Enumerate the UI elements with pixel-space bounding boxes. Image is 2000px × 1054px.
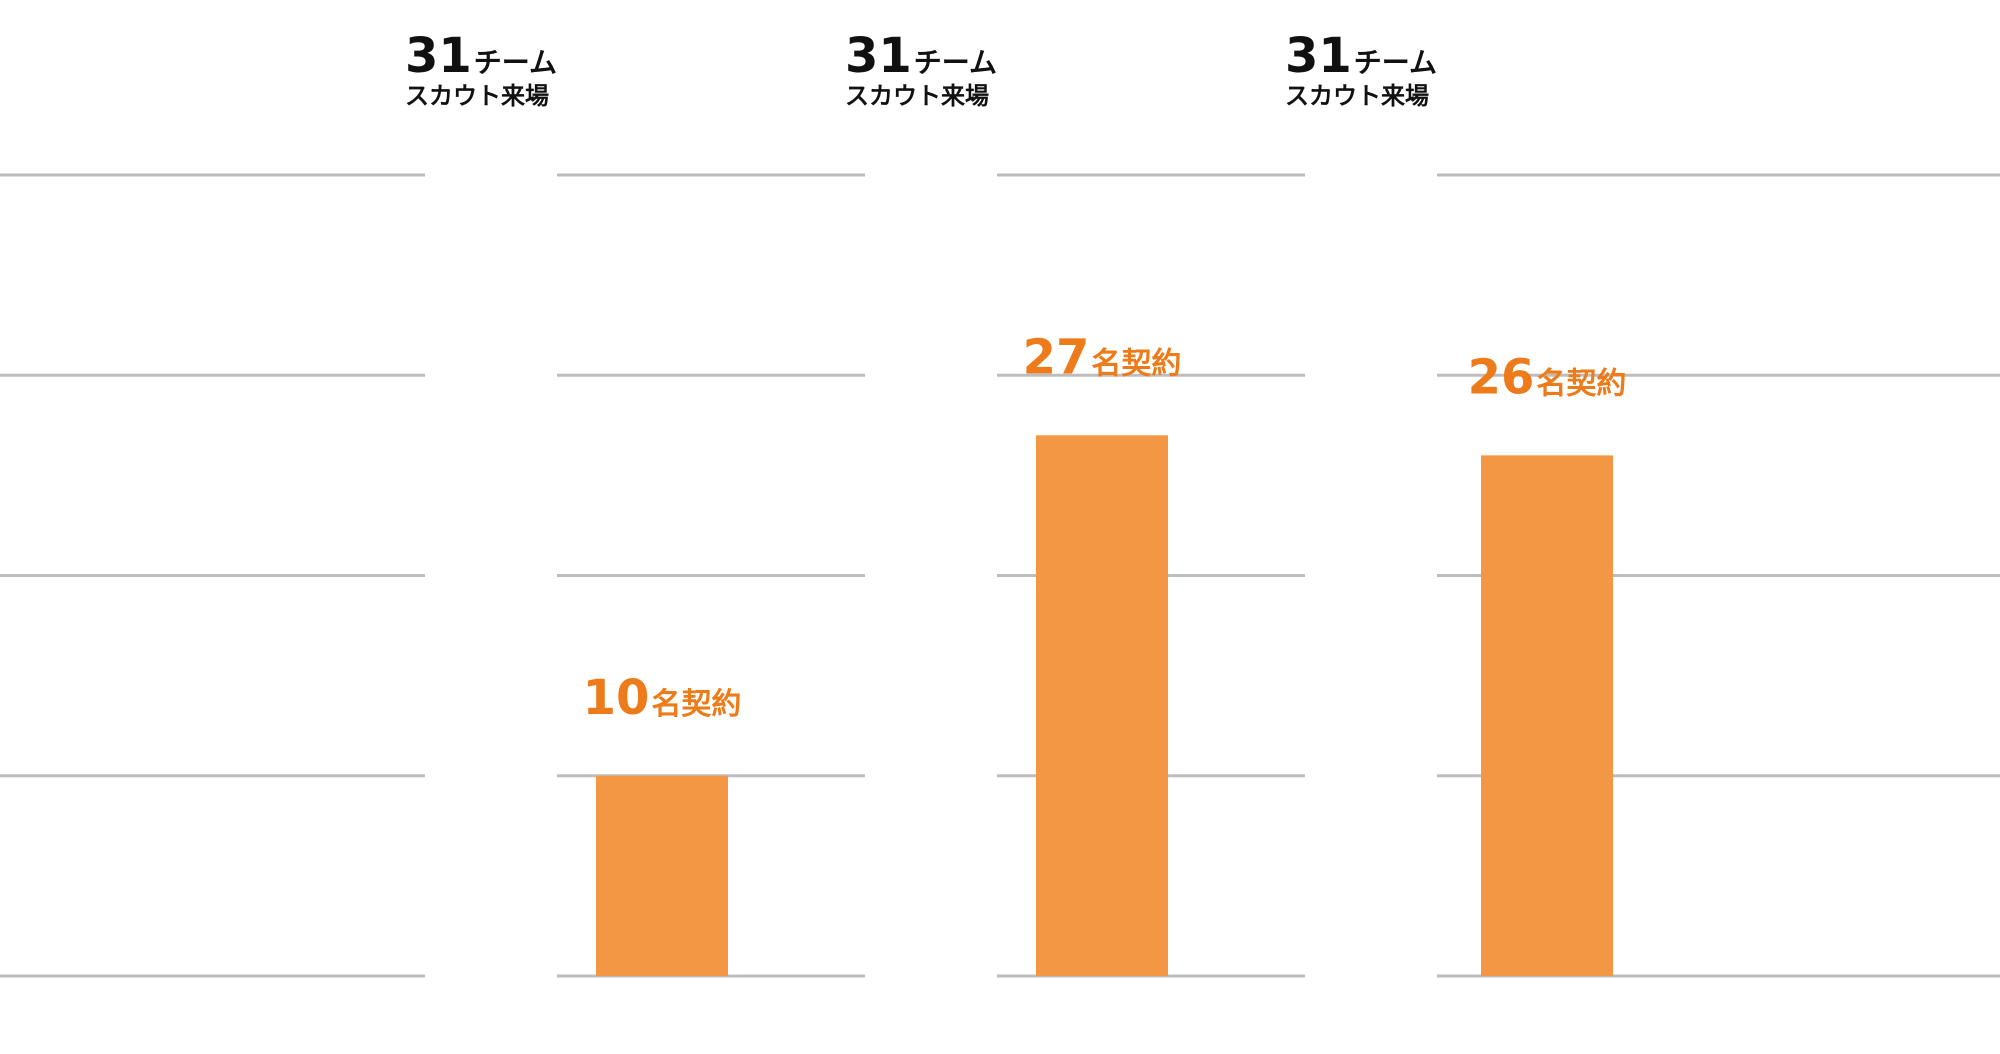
labels: 31チームスカウト来場31チームスカウト来場31チームスカウト来場10名契約27… <box>405 28 1626 726</box>
contract-label-3: 26名契約 <box>1468 349 1627 405</box>
scout-label-2: 31チーム <box>845 28 997 84</box>
scout-unit: チーム <box>474 46 557 79</box>
contract-number: 10 <box>583 670 650 726</box>
scout-label-3: 31チーム <box>1285 28 1437 84</box>
scout-unit: チーム <box>914 46 997 79</box>
contract-label-1: 10名契約 <box>583 670 742 726</box>
scout-unit: チーム <box>1354 46 1437 79</box>
scout-subtitle-2: スカウト来場 <box>845 82 989 110</box>
scout-number: 31 <box>1285 28 1352 84</box>
bars <box>596 435 1613 977</box>
scout-subtitle-3: スカウト来場 <box>1285 82 1429 110</box>
scout-number: 31 <box>405 28 472 84</box>
contract-unit: 名契約 <box>1536 366 1626 401</box>
contract-unit: 名契約 <box>651 687 741 722</box>
scout-number: 31 <box>845 28 912 84</box>
bar-3 <box>1481 455 1613 977</box>
scout-subtitle-1: スカウト来場 <box>405 82 549 110</box>
contract-number: 27 <box>1023 329 1090 385</box>
contract-unit: 名契約 <box>1091 346 1181 381</box>
gridlines <box>0 173 2000 978</box>
scout-label-1: 31チーム <box>405 28 557 84</box>
contract-number: 26 <box>1468 349 1535 405</box>
bar-1 <box>596 775 728 976</box>
bar-2 <box>1036 435 1168 976</box>
contract-label-2: 27名契約 <box>1023 329 1182 385</box>
